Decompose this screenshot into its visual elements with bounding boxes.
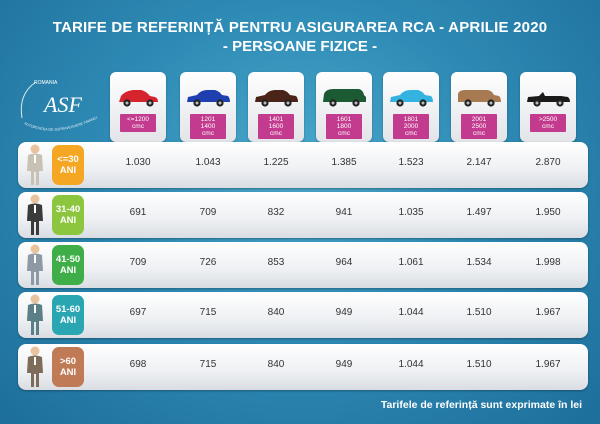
person-icon (24, 243, 46, 287)
engine-capacity-label: 1401 1600 cmc (258, 114, 294, 139)
tariff-value: 1.030 (125, 157, 151, 168)
engine-capacity-label: 1801 2000 cmc (393, 114, 429, 139)
engine-column-3: 1401 1600 cmc (248, 72, 304, 142)
tariff-value: 1.044 (398, 307, 424, 318)
title-line2: - PERSOANE FIZICE - (222, 38, 378, 55)
age-group-badge: >60 ANI (52, 347, 84, 387)
engine-capacity-label: <=1200 cmc (120, 114, 156, 132)
tariff-row: <=30 ANI 1.030 1.043 1.225 1.385 1.523 2.147 2.… (18, 142, 588, 188)
tariff-row: 41-50 ANI 709 726 853 964 1.061 1.534 1.998 (18, 242, 588, 288)
tariff-row: 51-60 ANI 697 715 840 949 1.044 1.510 1.967 (18, 292, 588, 338)
car-icon (119, 90, 158, 107)
tariff-value: 1.950 (535, 207, 561, 218)
tariff-value: 949 (335, 307, 353, 318)
tariff-value: 698 (129, 359, 147, 370)
tariff-value: 1.035 (398, 207, 424, 218)
tariff-value: 1.385 (331, 157, 357, 168)
tariff-value: 2.870 (535, 157, 561, 168)
tariff-value: 709 (199, 207, 217, 218)
car-icon (255, 90, 298, 107)
engine-capacity-label: 1601 1800 cmc (326, 114, 362, 139)
engine-column-6: 2001 2500 cmc (451, 72, 507, 142)
tariff-value: 1.061 (398, 257, 424, 268)
age-group-badge: 31-40 ANI (52, 195, 84, 235)
age-group-badge: 51-60 ANI (52, 295, 84, 335)
tariff-value: 949 (335, 359, 353, 370)
car-icon (323, 89, 366, 107)
tariff-value: 697 (129, 307, 147, 318)
person-icon (24, 293, 46, 337)
tariff-value: 1.044 (398, 359, 424, 370)
tariff-value: 726 (199, 257, 217, 268)
tariff-value: 840 (267, 359, 285, 370)
tariff-value: 1.967 (535, 307, 561, 318)
engine-column-7: >2500 cmc (520, 72, 576, 142)
tariff-value: 832 (267, 207, 285, 218)
tariff-value: 1.043 (195, 157, 221, 168)
person-icon (24, 143, 46, 187)
tariff-value: 964 (335, 257, 353, 268)
footer-note: Tarifele de referință sunt exprimate în … (380, 399, 582, 411)
car-icon (527, 92, 570, 107)
tariff-value: 1.225 (263, 157, 289, 168)
engine-column-5: 1801 2000 cmc (383, 72, 439, 142)
engine-capacity-label: 1201 1400 cmc (190, 114, 226, 139)
engine-column-1: <=1200 cmc (110, 72, 166, 142)
car-icon (187, 90, 230, 107)
tariff-value: 1.967 (535, 359, 561, 370)
tariff-value: 1.510 (466, 359, 492, 370)
tariff-value: 1.497 (466, 207, 492, 218)
tariff-value: 2.147 (466, 157, 492, 168)
tariff-value: 715 (199, 307, 217, 318)
tariff-row: 31-40 ANI 691 709 832 941 1.035 1.497 1.950 (18, 192, 588, 238)
engine-capacity-label: 2001 2500 cmc (461, 114, 497, 139)
tariff-value: 840 (267, 307, 285, 318)
tariff-value: 1.510 (466, 307, 492, 318)
tariff-value: 853 (267, 257, 285, 268)
tariff-value: 1.523 (398, 157, 424, 168)
engine-column-2: 1201 1400 cmc (180, 72, 236, 142)
engine-column-4: 1601 1800 cmc (316, 72, 372, 142)
age-group-badge: 41-50 ANI (52, 245, 84, 285)
tariff-value: 1.998 (535, 257, 561, 268)
tariff-value: 691 (129, 207, 147, 218)
person-icon (24, 345, 46, 389)
logo-monogram: ASF (42, 92, 82, 117)
title-line1: TARIFE DE REFERINȚĂ PENTRU ASIGURAREA RC… (52, 19, 548, 36)
car-icon (458, 90, 501, 107)
engine-capacity-label: >2500 cmc (530, 114, 566, 132)
car-icon (390, 90, 433, 107)
tariff-value: 709 (129, 257, 147, 268)
tariff-value: 715 (199, 359, 217, 370)
logo-text-top: ROMANIA (34, 80, 58, 86)
age-group-badge: <=30 ANI (52, 145, 84, 185)
asf-logo: ROMANIA ASF AUTORITATEA DE SUPRAVEGHERE … (13, 71, 102, 134)
tariff-row: >60 ANI 698 715 840 949 1.044 1.510 1.967 (18, 344, 588, 390)
tariff-value: 941 (335, 207, 353, 218)
tariff-value: 1.534 (466, 257, 492, 268)
person-icon (24, 193, 46, 237)
